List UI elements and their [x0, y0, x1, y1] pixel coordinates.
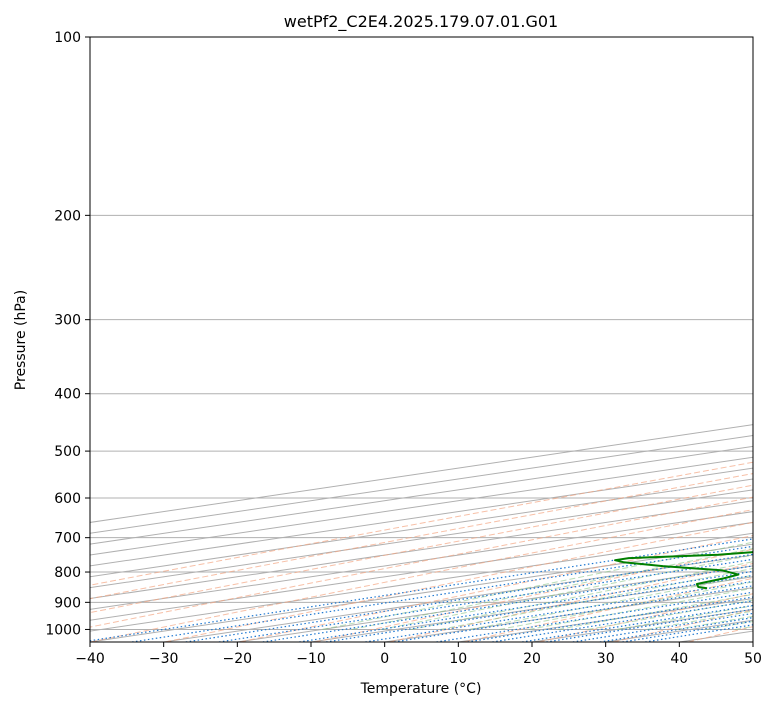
- y-tick-label: 400: [54, 387, 81, 403]
- isotherm-line: [90, 456, 753, 556]
- y-tick-label: 200: [54, 208, 81, 224]
- x-tick-label: 20: [523, 651, 541, 667]
- y-tick-label: 600: [54, 491, 81, 507]
- dry-adiabat-line: [538, 593, 753, 642]
- x-tick-label: 0: [380, 651, 389, 667]
- isotherm-line: [90, 511, 753, 610]
- dry-adiabat-line: [314, 548, 753, 642]
- x-tick-label: 50: [744, 651, 762, 667]
- axes: −40 −30 −20 −10 0 10 20 30 40 50 100 200 300 400 500 60…: [45, 30, 762, 667]
- x-tick-label: 10: [449, 651, 467, 667]
- moist-adiabat-line: [322, 541, 753, 630]
- isotherm-line: [90, 521, 753, 621]
- chart-title: wetPf2_C2E4.2025.179.07.01.G01: [284, 12, 558, 32]
- background-lines: [90, 37, 775, 642]
- x-axis-label: Temperature (°C): [360, 681, 482, 697]
- isotherm-line: [90, 467, 753, 567]
- x-tick-label: 30: [597, 651, 615, 667]
- y-tick-label: 100: [54, 30, 81, 46]
- moist-adiabat-line: [351, 547, 753, 630]
- y-tick-label: 900: [54, 595, 81, 611]
- isotherm-line: [752, 641, 753, 642]
- dry-adiabat-line: [90, 509, 753, 642]
- isotherm-line: [90, 500, 753, 600]
- moist-adiabat-line: [764, 37, 775, 629]
- x-tick-label: −10: [296, 651, 326, 667]
- dry-adiabat-line: [464, 577, 753, 642]
- profiles: [614, 551, 753, 590]
- y-tick-label: 500: [54, 444, 81, 460]
- isotherm-line: [90, 489, 753, 589]
- plot-frame: [89, 36, 754, 643]
- isotherm-line: [90, 532, 753, 632]
- x-tick-label: 40: [670, 651, 688, 667]
- dry-adiabat-line: [165, 521, 753, 642]
- x-tick-label: −30: [149, 651, 179, 667]
- y-tick-label: 1000: [45, 622, 81, 638]
- dry-adiabat-line: [90, 473, 753, 600]
- plot-background: [90, 37, 753, 642]
- y-axis-label: Pressure (hPa): [13, 290, 29, 390]
- dry-adiabat-line: [90, 461, 753, 586]
- dry-adiabat-line: [763, 37, 775, 642]
- y-tick-label: 800: [54, 565, 81, 581]
- isotherm-line: [90, 478, 753, 578]
- moist-adiabat-line: [440, 567, 753, 630]
- mixing-ratio-line: [262, 565, 753, 642]
- moist-adiabat-line: [410, 561, 753, 630]
- x-tick-label: −40: [75, 651, 105, 667]
- moist-adiabat-line: [499, 581, 753, 630]
- dewpoint-line: [614, 551, 753, 590]
- x-tick-label: −20: [223, 651, 253, 667]
- mixing-ratio-line: [299, 570, 753, 642]
- isotherm-line: [90, 445, 753, 545]
- dry-adiabat-line: [90, 484, 753, 614]
- mixing-ratio-line: [325, 574, 753, 642]
- y-tick-label: 300: [54, 313, 81, 329]
- y-tick-label: 700: [54, 531, 81, 547]
- mixing-ratio-line: [365, 580, 753, 642]
